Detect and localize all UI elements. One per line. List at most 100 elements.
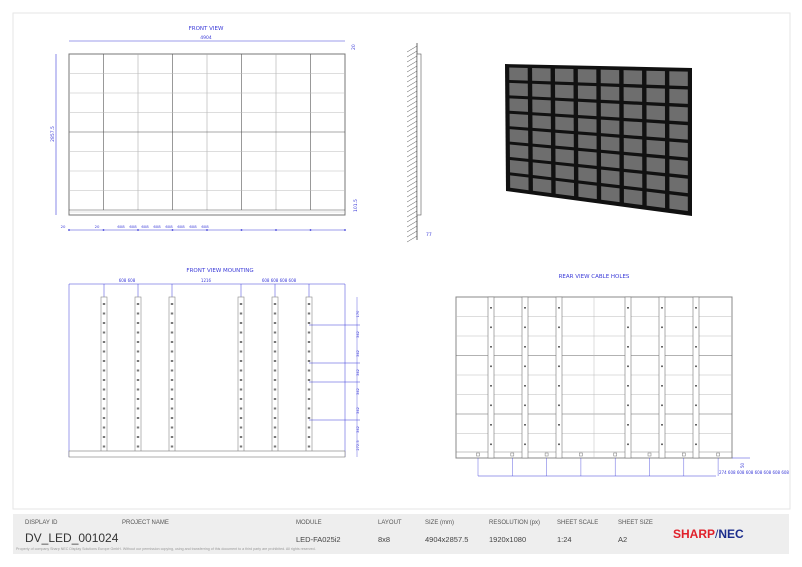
rail-hole: [307, 426, 311, 429]
rear-bottom-dims: 274 608 608 608 608 608 608 608: [719, 470, 789, 475]
rail-hole: [273, 436, 277, 438]
rail-hole: [102, 303, 106, 305]
rail-hole: [102, 369, 106, 372]
led-module: [646, 122, 665, 138]
cable-hole: [627, 365, 629, 368]
led-module: [555, 180, 575, 197]
cable-hole: [661, 307, 663, 309]
copyright-footer: Property of company Sharp NEC Display So…: [16, 547, 316, 551]
rail-hole: [273, 407, 277, 410]
rail-hole: [170, 322, 174, 324]
rail-hole: [136, 445, 140, 448]
led-module: [578, 167, 597, 183]
wall-hatch: [406, 55, 418, 63]
cable-hole: [695, 307, 697, 309]
width-dim: 4904: [200, 35, 212, 41]
rail-hole: [307, 360, 311, 362]
cable-hole: [695, 346, 697, 348]
rail-hole: [307, 369, 311, 372]
cable-hole-bottom: [476, 452, 480, 457]
rail-hole: [239, 417, 243, 419]
rail-hole: [273, 379, 277, 381]
rail-hole: [136, 436, 140, 438]
rail-hole: [273, 398, 277, 400]
led-module: [669, 71, 688, 87]
led-module: [601, 186, 620, 203]
cable-hole: [661, 326, 663, 329]
wall-hatch: [406, 65, 418, 73]
led-module: [509, 98, 529, 112]
depth-dim: 77: [426, 232, 432, 238]
led-module: [555, 84, 574, 99]
led-module: [623, 87, 643, 102]
cable-hole: [490, 326, 492, 329]
rail-hole: [273, 312, 277, 315]
cable-hole: [524, 424, 526, 426]
rail-hole: [307, 322, 311, 324]
rail-hole: [239, 341, 243, 343]
rail-hole: [170, 312, 174, 315]
wall-hatch: [406, 235, 418, 243]
wall-hatch: [406, 160, 418, 168]
wall-hatch: [406, 220, 418, 228]
rail-hole: [307, 379, 311, 381]
mount-right-dim: 342: [356, 407, 360, 414]
rail-hole: [307, 436, 311, 438]
mount-dim-right: 608 608 608 608: [262, 278, 297, 283]
rail-hole: [102, 379, 106, 381]
rail-hole: [102, 407, 106, 410]
rail-hole: [273, 360, 277, 362]
cable-hole: [558, 346, 560, 348]
wall-hatch: [406, 105, 418, 113]
rear-title: REAR VIEW CABLE HOLES: [559, 274, 630, 280]
display-id: DV_LED_001024: [25, 531, 119, 545]
rail-hole: [136, 398, 140, 400]
rail-hole: [136, 379, 140, 381]
led-module: [669, 106, 688, 122]
wall-hatch: [406, 170, 418, 178]
rail-hole: [239, 369, 243, 372]
led-module: [555, 164, 574, 180]
mounting-rail: [305, 296, 313, 453]
cable-hole: [490, 307, 492, 309]
rail-hole: [136, 407, 140, 410]
wall-hatch: [406, 125, 418, 133]
led-module: [669, 124, 688, 140]
rail-hole: [273, 445, 277, 448]
rail-hole: [239, 360, 243, 362]
mount-right-dim: 342: [356, 369, 360, 376]
wall-hatch: [406, 130, 418, 138]
rail-hole: [307, 312, 311, 315]
rail-hole: [170, 303, 174, 305]
rail-hole: [136, 341, 140, 343]
led-module: [510, 175, 529, 191]
wall-hatch: [406, 175, 418, 183]
cable-hole: [661, 346, 663, 348]
cable-hole: [661, 424, 663, 426]
cable-hole: [490, 443, 492, 446]
scale-label: SHEET SCALE: [557, 520, 599, 526]
rail-hole: [239, 331, 243, 334]
led-module: [578, 150, 597, 166]
wall-hatch: [406, 95, 418, 103]
led-module: [669, 88, 688, 104]
led-module: [601, 169, 620, 186]
cable-hole: [558, 424, 560, 426]
led-module: [669, 176, 688, 194]
cable-hole: [490, 424, 492, 426]
cable-hole: [695, 443, 697, 446]
led-module: [623, 188, 643, 206]
led-module: [646, 87, 665, 103]
layout-value: 8x8: [378, 535, 391, 544]
rail-hole: [307, 341, 311, 343]
rail-hole: [239, 398, 243, 400]
cable-hole: [661, 443, 663, 446]
led-module: [509, 113, 529, 128]
wall-hatch: [406, 230, 418, 238]
sheet-size-value: A2: [618, 535, 628, 544]
rail-hole: [102, 360, 106, 362]
rail-hole: [273, 331, 277, 334]
led-module: [509, 82, 528, 97]
led-module: [532, 83, 551, 98]
dim-tick: [102, 229, 105, 231]
